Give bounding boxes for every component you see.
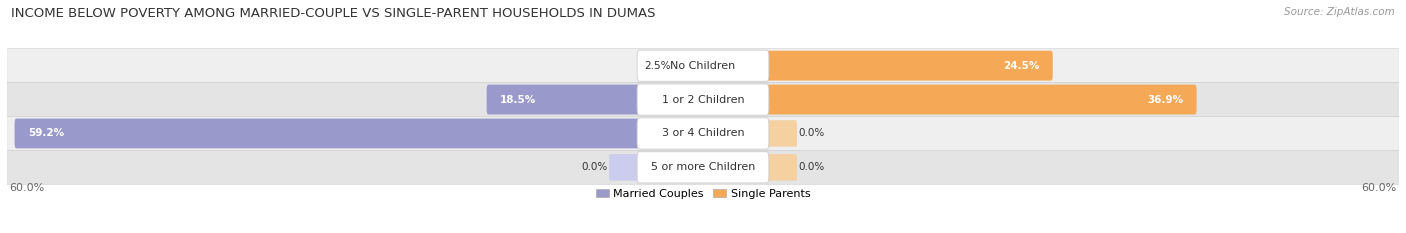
FancyBboxPatch shape bbox=[7, 49, 1399, 83]
FancyBboxPatch shape bbox=[637, 84, 769, 115]
Text: 24.5%: 24.5% bbox=[1002, 61, 1039, 71]
FancyBboxPatch shape bbox=[7, 116, 1399, 150]
FancyBboxPatch shape bbox=[609, 154, 640, 181]
FancyBboxPatch shape bbox=[765, 85, 1197, 114]
FancyBboxPatch shape bbox=[486, 85, 641, 114]
Text: 2.5%: 2.5% bbox=[645, 61, 671, 71]
Text: 1 or 2 Children: 1 or 2 Children bbox=[662, 95, 744, 105]
FancyBboxPatch shape bbox=[765, 51, 1053, 81]
Text: 18.5%: 18.5% bbox=[501, 95, 536, 105]
FancyBboxPatch shape bbox=[637, 50, 769, 81]
FancyBboxPatch shape bbox=[766, 154, 797, 181]
Text: 0.0%: 0.0% bbox=[799, 128, 825, 138]
FancyBboxPatch shape bbox=[7, 83, 1399, 116]
Text: 59.2%: 59.2% bbox=[28, 128, 65, 138]
FancyBboxPatch shape bbox=[7, 150, 1399, 184]
Text: 60.0%: 60.0% bbox=[1361, 183, 1396, 193]
Text: 60.0%: 60.0% bbox=[10, 183, 45, 193]
Text: Source: ZipAtlas.com: Source: ZipAtlas.com bbox=[1284, 7, 1395, 17]
Legend: Married Couples, Single Parents: Married Couples, Single Parents bbox=[592, 184, 814, 203]
Text: 0.0%: 0.0% bbox=[581, 162, 607, 172]
Text: 3 or 4 Children: 3 or 4 Children bbox=[662, 128, 744, 138]
Text: No Children: No Children bbox=[671, 61, 735, 71]
Text: 36.9%: 36.9% bbox=[1147, 95, 1184, 105]
Text: 5 or more Children: 5 or more Children bbox=[651, 162, 755, 172]
FancyBboxPatch shape bbox=[637, 118, 769, 149]
FancyBboxPatch shape bbox=[14, 119, 641, 148]
FancyBboxPatch shape bbox=[637, 152, 769, 183]
Text: INCOME BELOW POVERTY AMONG MARRIED-COUPLE VS SINGLE-PARENT HOUSEHOLDS IN DUMAS: INCOME BELOW POVERTY AMONG MARRIED-COUPL… bbox=[11, 7, 655, 20]
Text: 0.0%: 0.0% bbox=[799, 162, 825, 172]
FancyBboxPatch shape bbox=[766, 120, 797, 147]
